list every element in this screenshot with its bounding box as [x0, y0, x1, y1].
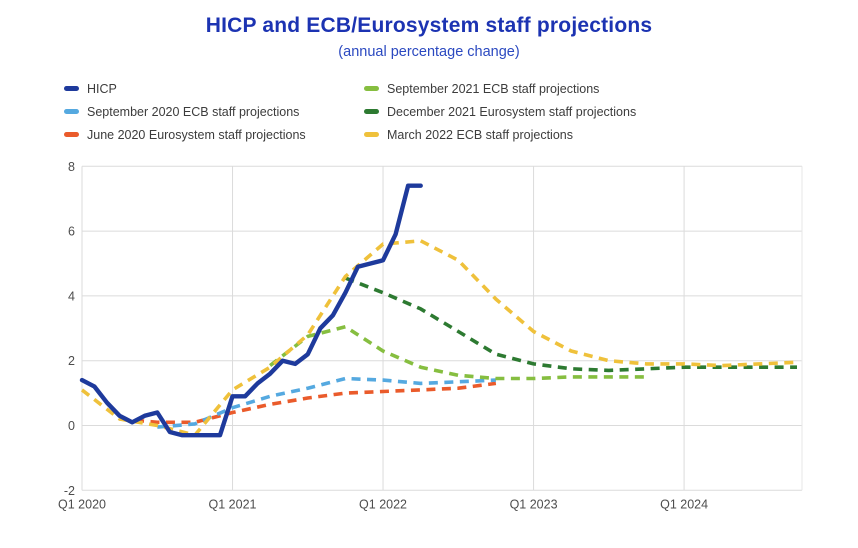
- legend-label: September 2020 ECB staff projections: [87, 104, 300, 119]
- x-tick-label: Q1 2021: [209, 497, 257, 511]
- legend-label: September 2021 ECB staff projections: [387, 81, 600, 96]
- x-tick-label: Q1 2022: [359, 497, 407, 511]
- legend-swatch-icon: [364, 132, 379, 137]
- legend-swatch-icon: [364, 86, 379, 91]
- legend-swatch-icon: [64, 109, 79, 114]
- legend-swatch-icon: [364, 109, 379, 114]
- legend-item: September 2020 ECB staff projections: [64, 104, 306, 119]
- legend-label: December 2021 Eurosystem staff projectio…: [387, 104, 637, 119]
- chart-subtitle: (annual percentage change): [338, 44, 520, 60]
- legend-item: December 2021 Eurosystem staff projectio…: [364, 104, 637, 119]
- legend-label: HICP: [87, 81, 117, 96]
- legend-label: March 2022 ECB staff projections: [387, 127, 573, 142]
- x-tick-label: Q1 2024: [660, 497, 708, 511]
- legend-swatch-icon: [64, 132, 79, 137]
- legend-item: HICP: [64, 81, 306, 96]
- x-tick-label: Q1 2020: [58, 497, 106, 511]
- series-line-september-2020-ecb-staff-projections: [157, 376, 496, 429]
- y-tick-label: 2: [68, 354, 75, 368]
- y-tick-label: -2: [64, 484, 75, 498]
- y-tick-label: 8: [68, 160, 75, 174]
- series-line-hicp: [79, 183, 423, 438]
- series-line-june-2020-eurosystem-staff-projections: [119, 381, 497, 425]
- legend-item: September 2021 ECB staff projections: [364, 81, 636, 96]
- legend-item: March 2022 ECB staff projections: [364, 127, 636, 142]
- series-line-march-2022-ecb-staff-projections: [80, 239, 798, 438]
- y-tick-label: 4: [68, 289, 75, 303]
- x-tick-label: Q1 2023: [510, 497, 558, 511]
- chart-title: HICP and ECB/Eurosystem staff projection…: [205, 14, 653, 37]
- y-tick-label: 0: [68, 419, 75, 433]
- legend-column: September 2021 ECB staff projections Dece…: [364, 81, 637, 142]
- legend-swatch-icon: [64, 86, 79, 91]
- legend-column: HICP September 2020 ECB staff projections…: [64, 81, 306, 142]
- legend-item: June 2020 Eurosystem staff projections: [64, 127, 306, 142]
- series-line-december-2021-eurosystem-staff-projections: [344, 276, 797, 373]
- legend-label: June 2020 Eurosystem staff projections: [87, 127, 306, 142]
- y-tick-label: 6: [68, 225, 75, 239]
